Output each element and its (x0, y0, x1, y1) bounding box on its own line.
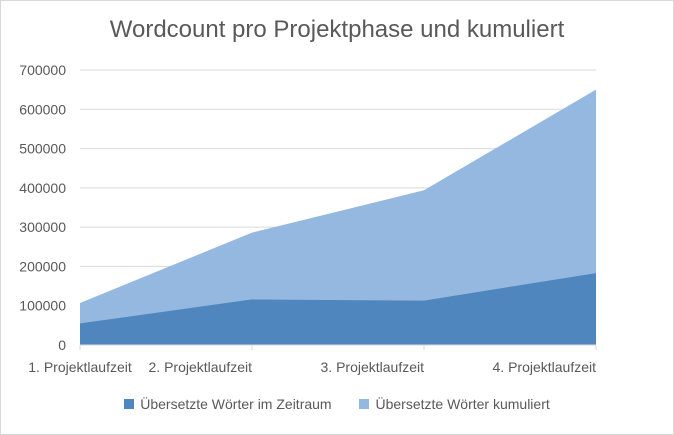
x-tick-label: 4. Projektlaufzeit (493, 359, 597, 375)
legend-swatch-kumuliert (359, 399, 370, 409)
y-tick-label: 100000 (19, 298, 66, 314)
y-tick-label: 300000 (19, 219, 66, 235)
legend-item-kumuliert: Übersetzte Wörter kumuliert (359, 396, 550, 412)
legend-label-kumuliert: Übersetzte Wörter kumuliert (375, 396, 550, 412)
chart-title: Wordcount pro Projektphase und kumuliert (109, 16, 565, 43)
x-tick-label: 2. Projektlaufzeit (149, 359, 253, 375)
legend-swatch-im-zeitraum (124, 399, 135, 409)
y-tick-label: 600000 (19, 101, 66, 117)
area-series-im-zeitraum (80, 273, 596, 345)
y-tick-label: 700000 (19, 62, 66, 78)
y-tick-label: 0 (58, 337, 66, 353)
area-series-kumuliert (80, 89, 596, 346)
legend: Übersetzte Wörter im Zeitraum Übersetzte… (0, 396, 674, 412)
x-tick-label: 3. Projektlaufzeit (321, 359, 425, 375)
y-tick-label: 400000 (19, 180, 66, 196)
y-tick-label: 500000 (19, 141, 66, 157)
legend-item-im-zeitraum: Übersetzte Wörter im Zeitraum (124, 396, 332, 412)
x-tick-label: 1. Projektlaufzeit (28, 359, 132, 375)
legend-label-im-zeitraum: Übersetzte Wörter im Zeitraum (140, 396, 332, 412)
y-tick-label: 200000 (19, 258, 66, 274)
